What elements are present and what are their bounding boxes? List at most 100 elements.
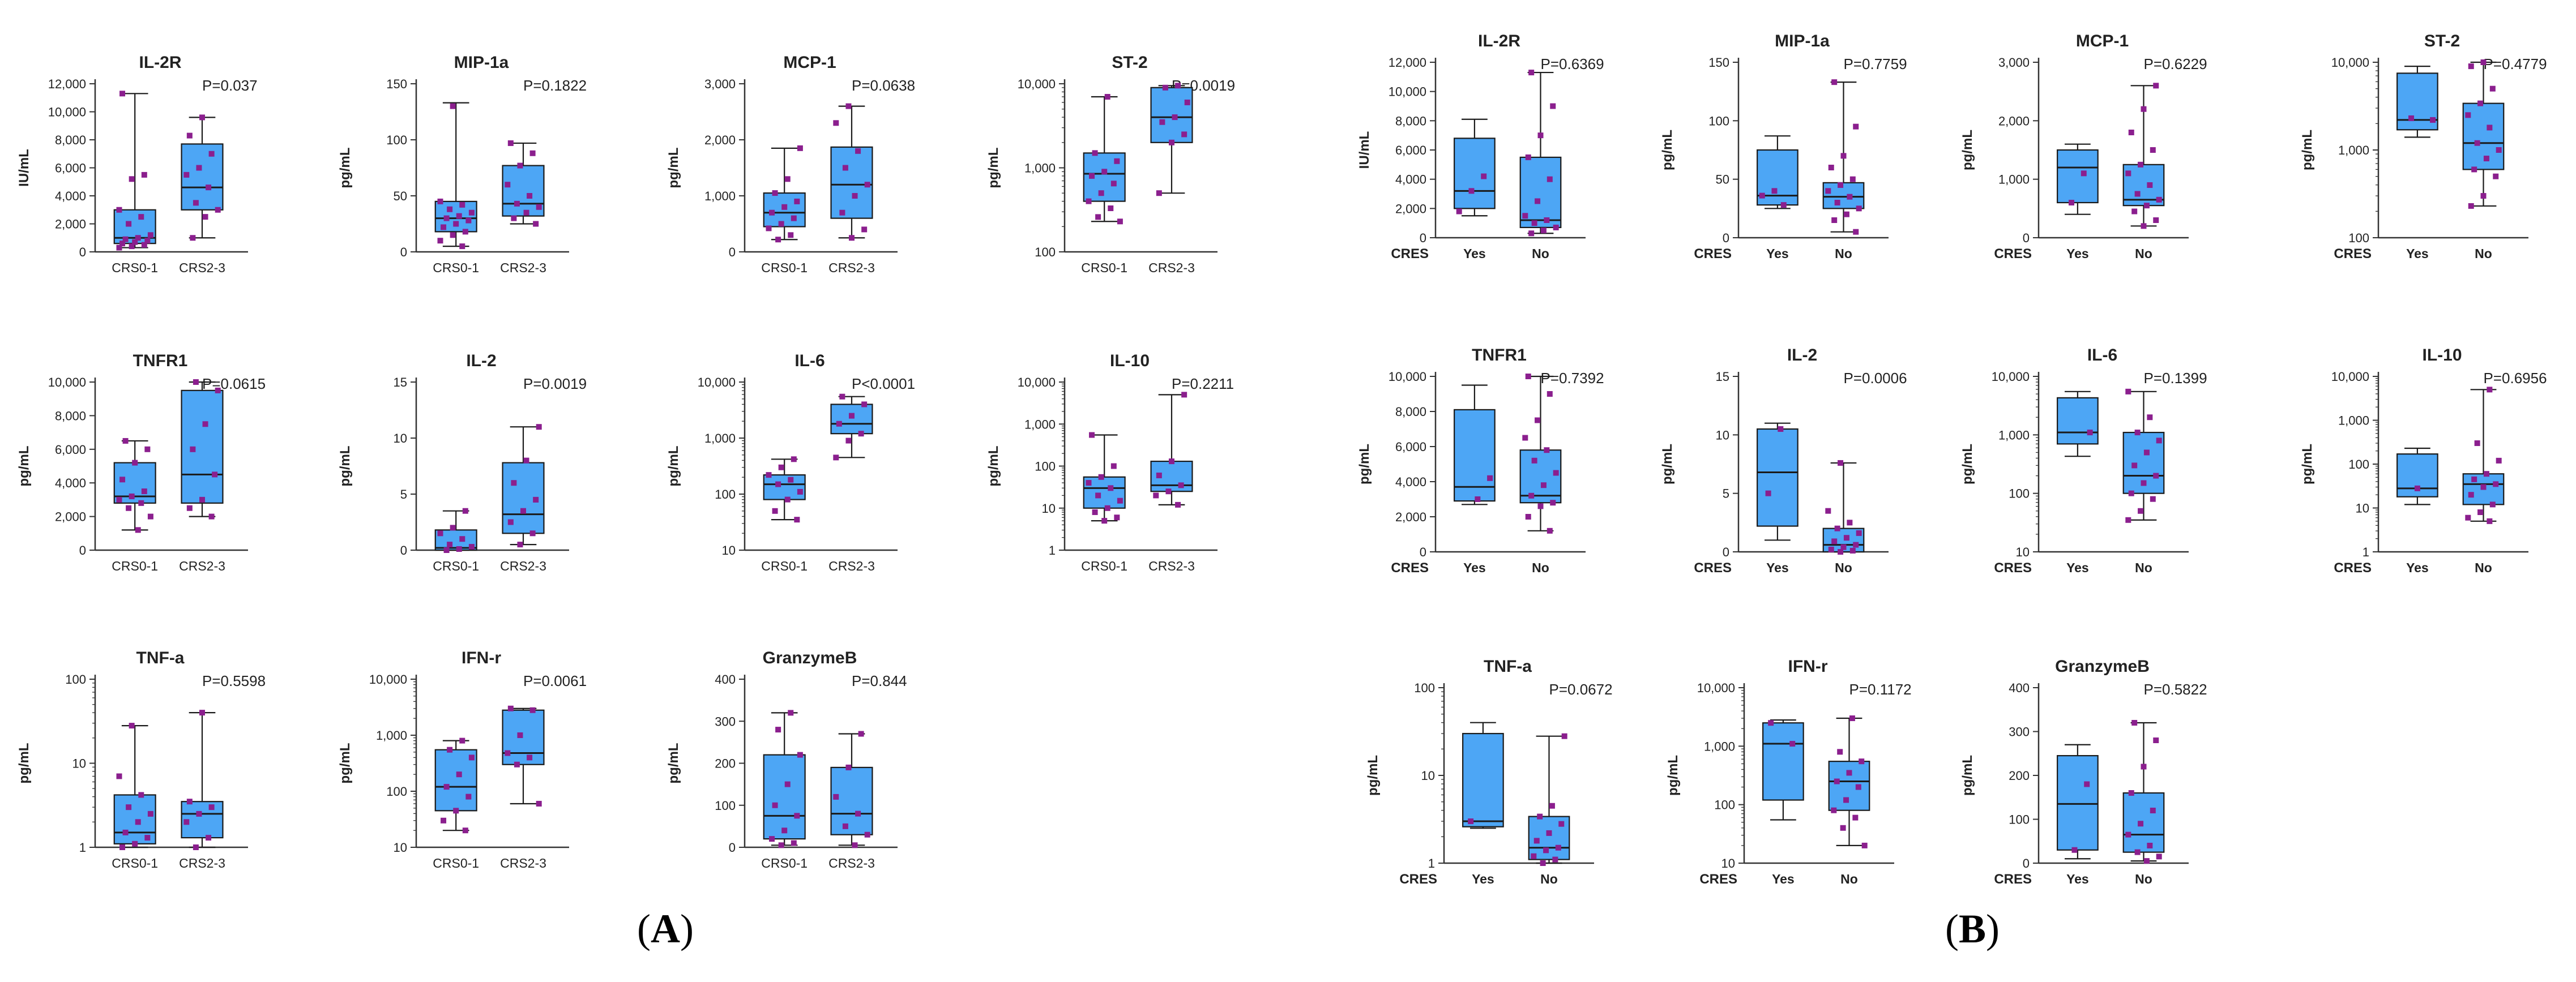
data-point <box>507 140 514 146</box>
data-point <box>468 754 475 761</box>
y-tick-label: 4,000 <box>55 476 86 490</box>
data-point <box>1089 432 1095 438</box>
data-point <box>1117 218 1123 225</box>
data-point <box>443 215 450 221</box>
data-point <box>126 804 132 811</box>
data-point <box>183 819 190 825</box>
data-point <box>788 710 794 716</box>
data-point <box>1092 509 1098 515</box>
chart-title: TNFR1 <box>1472 346 1527 365</box>
data-point <box>450 103 456 109</box>
y-tick-label: 6,000 <box>55 161 86 175</box>
box-iqr <box>1822 182 1865 209</box>
p-value-label: P=0.7392 <box>1541 370 1604 387</box>
data-point <box>1537 132 1544 139</box>
data-point <box>1110 463 1117 469</box>
data-point <box>769 209 775 216</box>
data-point <box>842 165 848 171</box>
y-tick-label: 10,000 <box>1697 681 1735 695</box>
data-point <box>2487 125 2493 131</box>
data-point <box>1092 150 1098 156</box>
data-point <box>1101 169 1108 175</box>
data-point <box>2465 514 2471 521</box>
y-tick-label: 0 <box>400 543 407 558</box>
data-point <box>1095 492 1101 499</box>
data-point <box>193 200 199 206</box>
data-point <box>2471 166 2477 173</box>
p-value-label: P=0.6369 <box>1541 55 1604 72</box>
data-point <box>794 198 800 204</box>
y-tick-label: 10,000 <box>2331 370 2369 384</box>
data-point <box>215 207 221 213</box>
y-tick-label: 1,000 <box>704 431 736 445</box>
data-point <box>1098 474 1104 480</box>
p-value-label: P=0.6956 <box>2484 370 2547 387</box>
data-point <box>1838 549 1844 555</box>
y-tick-label: 200 <box>715 757 736 771</box>
data-point <box>1522 435 1528 441</box>
data-point <box>196 165 202 171</box>
p-value-label: P=0.037 <box>202 77 258 94</box>
y-tick-label: 50 <box>1716 173 1729 187</box>
data-point <box>1104 94 1110 100</box>
data-point <box>1110 181 1117 187</box>
y-axis-label: pg/mL <box>2300 444 2315 484</box>
data-point <box>833 794 839 800</box>
data-point <box>2477 100 2484 106</box>
data-point <box>116 207 122 213</box>
chart-a-il-10: IL-10 pg/mL 1 10 100 1,000 10,000 P=0.2211 CRS0-… <box>986 351 1234 573</box>
data-point <box>1789 741 1796 747</box>
data-point <box>1543 847 1549 854</box>
data-point <box>190 446 196 452</box>
data-point <box>468 544 475 550</box>
data-point <box>2480 59 2487 65</box>
data-point <box>453 221 459 227</box>
data-point <box>533 221 539 227</box>
data-point <box>778 464 784 470</box>
data-point <box>2430 117 2436 123</box>
x-category-label: No <box>2475 560 2492 575</box>
chart-title: TNFR1 <box>133 351 188 370</box>
data-point <box>772 508 778 514</box>
chart-title: IL-2 <box>1787 346 1817 365</box>
x-category-label: CRS0-1 <box>433 559 479 573</box>
y-tick-label: 4,000 <box>1395 475 1426 489</box>
data-point <box>190 235 196 241</box>
data-point <box>2489 85 2496 92</box>
data-point <box>845 438 852 444</box>
data-point <box>1169 139 1174 145</box>
x-axis-label: CRES <box>2334 246 2372 261</box>
data-point <box>772 190 778 196</box>
y-tick-label: 1,000 <box>1998 428 2030 442</box>
data-point <box>1853 123 1859 130</box>
data-point <box>836 421 842 427</box>
y-tick-label: 1,000 <box>2338 143 2369 157</box>
data-point <box>132 460 138 466</box>
x-category-label: No <box>1840 872 1858 886</box>
data-point <box>1846 770 1852 776</box>
data-point <box>1780 202 1787 208</box>
data-point <box>2483 471 2489 477</box>
data-point <box>517 732 523 738</box>
y-axis-label: pg/mL <box>1660 130 1675 170</box>
data-point <box>1117 498 1123 504</box>
data-point <box>1553 224 1559 230</box>
box-iqr <box>2122 792 2165 853</box>
y-tick-label: 2,000 <box>1998 114 2030 128</box>
data-point <box>1175 501 1181 508</box>
y-tick-label: 10 <box>1716 428 1729 442</box>
y-tick-label: 100 <box>715 487 736 501</box>
chart-title: IL-6 <box>794 351 825 370</box>
y-tick-label: 12,000 <box>1389 55 1426 70</box>
p-value-label: P<0.0001 <box>852 375 915 392</box>
data-point <box>1861 842 1868 848</box>
data-point <box>447 542 453 548</box>
data-point <box>833 454 839 461</box>
x-category-label: CRS0-1 <box>112 856 158 870</box>
y-tick-label: 10 <box>722 543 736 558</box>
data-point <box>788 232 794 238</box>
y-axis-label: pg/mL <box>666 148 681 188</box>
y-tick-label: 1,000 <box>1024 417 1056 431</box>
y-axis-label: pg/mL <box>16 743 32 784</box>
